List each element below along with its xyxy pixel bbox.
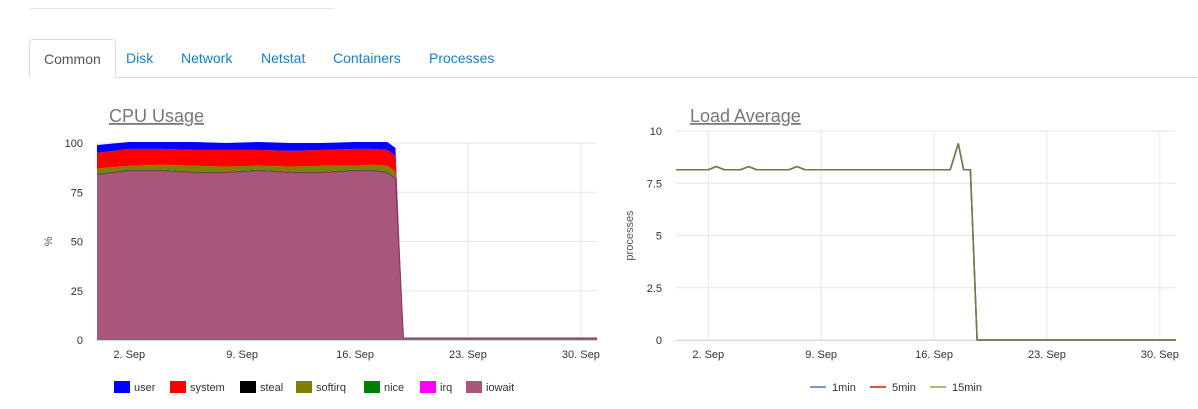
x-tick-label: 9. Sep: [805, 349, 837, 361]
tab-containers[interactable]: Containers: [333, 50, 401, 66]
y-tick-label: 0: [77, 335, 83, 347]
legend-label-system: system: [190, 382, 225, 394]
header-divider: [30, 8, 334, 9]
legend-swatch-iowait: [466, 381, 482, 393]
y-tick-label: 5: [656, 231, 662, 243]
tab-processes[interactable]: Processes: [429, 50, 495, 66]
legend-label-softirq: softirq: [316, 382, 346, 394]
legend-swatch-softirq: [296, 381, 312, 393]
legend-label-nice: nice: [384, 382, 404, 394]
x-tick-label: 23. Sep: [1028, 349, 1066, 361]
x-tick-label: 9. Sep: [226, 349, 258, 361]
legend-swatch-user: [114, 381, 130, 393]
tab-bar: Common Disk Network Netstat Containers P…: [29, 39, 1198, 78]
y-tick-label: 75: [71, 187, 83, 199]
legend-label-user: user: [134, 382, 156, 394]
x-tick-label: 2. Sep: [692, 349, 724, 361]
area-series-iowait: [97, 170, 597, 340]
x-tick-label: 30. Sep: [1141, 349, 1179, 361]
legend-swatch-irq: [420, 381, 436, 393]
legend-swatch-system: [170, 381, 186, 393]
tab-network[interactable]: Network: [181, 50, 233, 66]
y-axis-label: %: [43, 236, 55, 246]
chart-title: CPU Usage: [109, 106, 204, 126]
legend-label-steal: steal: [260, 382, 283, 394]
y-tick-label: 50: [71, 237, 83, 249]
x-tick-label: 16. Sep: [915, 349, 953, 361]
x-tick-label: 23. Sep: [449, 349, 487, 361]
y-tick-label: 10: [650, 126, 662, 138]
legend-label-1min: 1min: [832, 382, 856, 394]
line-series-1min: [676, 143, 1176, 341]
tab-netstat[interactable]: Netstat: [261, 50, 306, 66]
y-tick-label: 2.5: [647, 283, 662, 295]
x-tick-label: 16. Sep: [336, 349, 374, 361]
legend-label-irq: irq: [440, 382, 452, 394]
y-tick-label: 7.5: [647, 178, 662, 190]
legend-label-5min: 5min: [892, 382, 916, 394]
y-tick-label: 100: [65, 138, 83, 150]
tab-disk[interactable]: Disk: [126, 50, 154, 66]
chart-title: Load Average: [690, 106, 801, 126]
y-tick-label: 25: [71, 286, 83, 298]
iowait-outline: [96, 170, 597, 339]
legend-swatch-nice: [364, 381, 380, 393]
line-series-15min: [676, 143, 1176, 341]
x-tick-label: 2. Sep: [113, 349, 145, 361]
line-series-5min: [676, 143, 1176, 341]
y-axis-label: processes: [624, 210, 636, 261]
legend-label-15min: 15min: [952, 382, 982, 394]
legend-swatch-steal: [240, 381, 256, 393]
y-tick-label: 0: [656, 335, 662, 347]
legend-label-iowait: iowait: [486, 382, 514, 394]
x-tick-label: 30. Sep: [562, 349, 600, 361]
tab-common[interactable]: Common: [29, 39, 116, 78]
